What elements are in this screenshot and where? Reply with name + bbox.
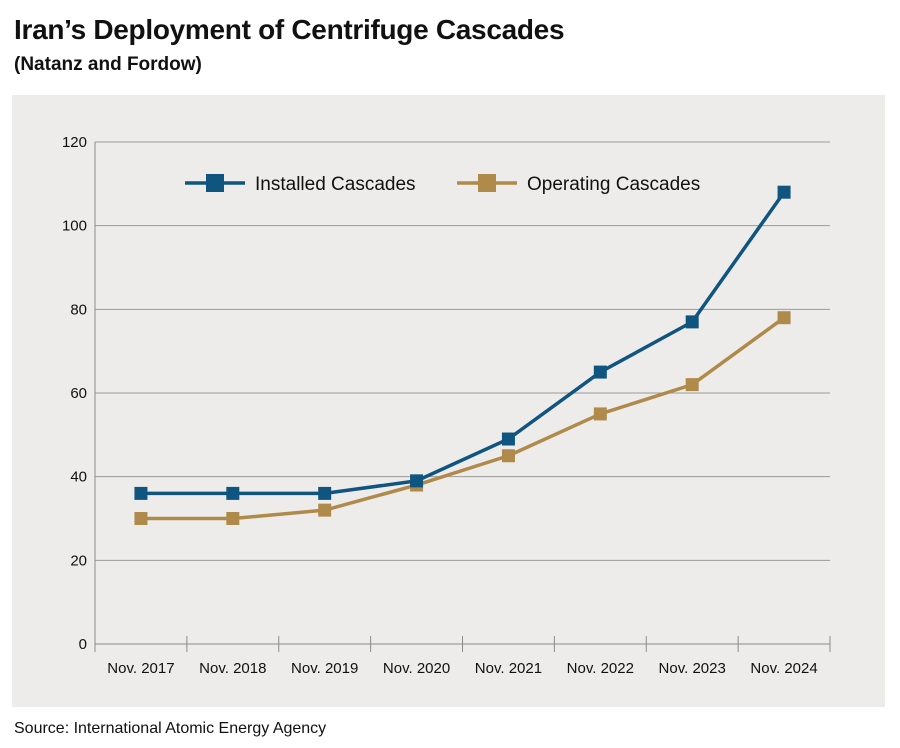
data-point <box>318 503 332 517</box>
chart-subtitle: (Natanz and Fordow) <box>14 54 202 75</box>
data-point <box>226 512 240 525</box>
chart-panel: 0 20 40 60 80 100 120 Nov. 2017 Nov. 2018 Nov. 20… <box>12 95 885 707</box>
x-tick-label: Nov. 2021 <box>475 660 542 677</box>
data-point <box>593 365 607 379</box>
line-chart: 0 20 40 60 80 100 120 Nov. 2017 Nov. 2018 Nov. 20… <box>62 134 831 677</box>
x-tick-label: Nov. 2024 <box>750 660 817 677</box>
data-point <box>685 315 699 329</box>
data-point <box>777 311 791 325</box>
legend-marker <box>206 174 224 192</box>
x-tick-label: Nov. 2022 <box>567 660 634 677</box>
series-lines <box>134 185 791 525</box>
y-tick-label-60: 60 <box>70 385 87 402</box>
axes: 0 20 40 60 80 100 120 Nov. 2017 Nov. 2018 Nov. 20… <box>62 134 831 677</box>
data-point <box>501 432 515 446</box>
data-point <box>226 486 240 500</box>
x-tick-label: Nov. 2020 <box>383 660 450 677</box>
source-note: Source: International Atomic Energy Agen… <box>14 720 327 737</box>
y-tick-label-100: 100 <box>62 218 87 235</box>
grid-lines <box>95 141 830 561</box>
data-point <box>685 378 699 392</box>
data-point <box>134 512 148 525</box>
legend-label: Installed Cascades <box>255 174 416 195</box>
x-tick-label: Nov. 2017 <box>107 660 174 677</box>
data-point <box>318 486 332 500</box>
data-point <box>134 486 148 500</box>
series-line-installed <box>140 191 786 496</box>
data-point <box>501 449 515 463</box>
y-tick-label-120: 120 <box>62 134 87 151</box>
y-tick-label-0: 0 <box>79 636 87 653</box>
y-tick-label-80: 80 <box>70 301 87 318</box>
data-point <box>410 474 424 488</box>
x-tick-label: Nov. 2019 <box>291 660 358 677</box>
y-tick-label-40: 40 <box>70 469 87 486</box>
y-tick-label-20: 20 <box>70 552 87 569</box>
legend: Installed Cascades Operating Cascades <box>185 174 700 195</box>
chart-title: Iran’s Deployment of Centrifuge Cascades <box>14 14 565 45</box>
x-tick-label: Nov. 2018 <box>199 660 266 677</box>
data-point <box>777 185 791 199</box>
x-tick-label: Nov. 2023 <box>659 660 726 677</box>
legend-marker <box>478 174 496 192</box>
series-line-operating <box>140 316 786 521</box>
legend-label: Operating Cascades <box>527 174 700 195</box>
data-point <box>593 407 607 421</box>
